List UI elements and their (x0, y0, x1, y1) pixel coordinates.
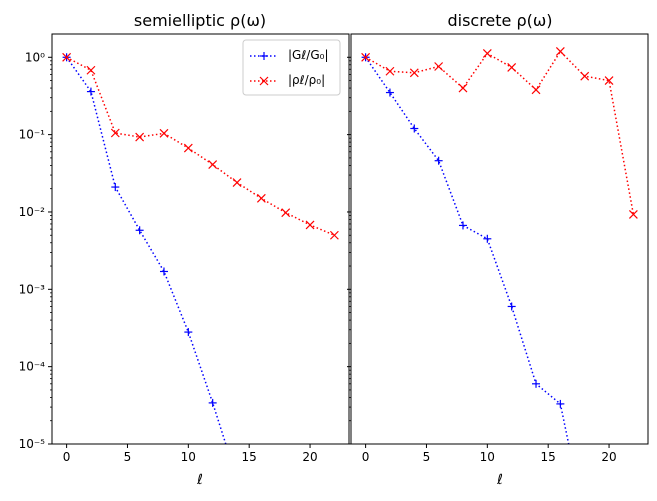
data-point (507, 302, 516, 311)
y-tick-label: 10⁻³ (19, 282, 46, 296)
y-tick-label: 10⁻² (19, 205, 46, 219)
data-point (184, 328, 193, 337)
data-point (532, 379, 541, 388)
data-point (361, 52, 371, 62)
legend-label-rho: |ρℓ/ρ₀| (288, 73, 325, 87)
x-tick-label: 20 (302, 450, 317, 464)
data-point (604, 76, 614, 85)
data-point (507, 62, 517, 72)
data-point (555, 47, 565, 56)
data-point (232, 178, 242, 187)
data-point (208, 398, 217, 407)
y-tick-label: 10⁰ (25, 50, 45, 64)
data-point (434, 156, 443, 165)
data-point (556, 399, 565, 408)
data-point (86, 87, 95, 96)
x-tick-label: 20 (601, 450, 616, 464)
legend-marker (259, 76, 269, 86)
data-point (281, 208, 291, 218)
data-point (628, 209, 638, 219)
data-point (62, 52, 72, 62)
data-point (483, 234, 492, 243)
data-point (159, 128, 169, 138)
data-point (580, 71, 590, 81)
panel-discrete: discrete ρ(ω) ℓ 0 5 10 15 20 (347, 11, 649, 488)
x-tick-label: 15 (242, 450, 257, 464)
data-point (410, 124, 419, 133)
x-tick-label: 15 (541, 450, 556, 464)
x-tick-label: 0 (63, 450, 71, 464)
data-point (409, 68, 419, 78)
data-point (256, 193, 266, 203)
data-point (531, 85, 541, 95)
x-axis-label: ℓ (496, 472, 503, 488)
data-layer (361, 47, 638, 444)
y-tick-label: 10⁻¹ (19, 128, 46, 142)
x-tick-label: 10 (181, 450, 196, 464)
data-point (434, 62, 444, 71)
data-layer (62, 52, 339, 444)
panel-title: discrete ρ(ω) (447, 11, 552, 30)
x-tick-label: 0 (362, 450, 370, 464)
x-tick-label: 5 (124, 450, 132, 464)
data-point (208, 160, 218, 169)
data-point (329, 230, 339, 240)
legend-label-g: |Gℓ/G₀| (288, 48, 329, 62)
y-tick-label: 10⁻⁴ (19, 360, 46, 374)
plot-area: 0 5 10 15 20 10⁰ 10⁻¹ 10⁻² 10⁻³ 10⁻⁴ 10⁻⁵ (19, 33, 350, 464)
data-point (135, 226, 144, 235)
data-point (482, 49, 492, 58)
x-tick-label: 5 (423, 450, 431, 464)
axes-frame (51, 33, 350, 445)
y-tick-label: 10⁻⁵ (19, 437, 46, 451)
data-point (183, 143, 193, 153)
plot-area: 0 5 10 15 20 (347, 33, 649, 464)
data-point (110, 128, 120, 138)
series-line (365, 50, 635, 215)
data-point (385, 66, 395, 76)
x-axis-label: ℓ (196, 472, 203, 488)
series-line (364, 56, 570, 444)
data-point (305, 220, 315, 230)
data-point (111, 183, 120, 192)
data-point (385, 88, 394, 97)
axes-frame (350, 33, 649, 445)
panel-semielliptic: semielliptic ρ(ω) ℓ 0 5 10 15 20 10⁰ 10⁻¹ 10⁻² 1… (19, 11, 350, 488)
legend: |Gℓ/G₀| |ρℓ/ρ₀| (242, 39, 341, 96)
x-tick-label: 10 (480, 450, 495, 464)
data-point (159, 267, 168, 276)
data-point (458, 83, 468, 93)
data-point (135, 132, 145, 142)
legend-marker (260, 52, 268, 60)
data-point (86, 65, 96, 75)
panel-title: semielliptic ρ(ω) (134, 11, 266, 30)
data-point (458, 221, 467, 230)
